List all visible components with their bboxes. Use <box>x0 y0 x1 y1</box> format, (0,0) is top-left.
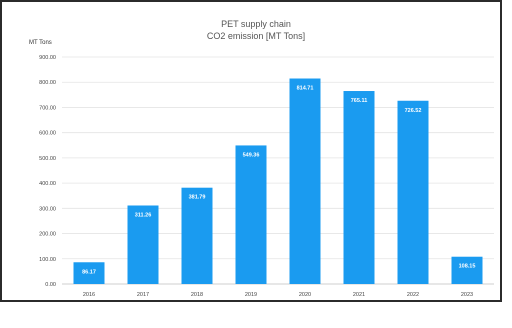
chart-title: PET supply chain <box>221 19 291 29</box>
y-tick-label: 600.00 <box>39 131 56 137</box>
bar <box>235 145 267 284</box>
y-tick-label: 700.00 <box>39 105 56 111</box>
y-tick-label: 900.00 <box>39 55 56 61</box>
y-tick-label: 800.00 <box>39 80 56 86</box>
bar <box>181 187 213 284</box>
data-label: 381.79 <box>189 195 206 201</box>
data-label: 726.52 <box>405 108 422 114</box>
y-tick-label: 500.00 <box>39 156 56 162</box>
data-label: 108.15 <box>459 264 476 270</box>
data-label: 86.17 <box>82 269 96 275</box>
x-tick-label: 2023 <box>461 292 473 298</box>
y-axis-label: MT Tons <box>29 40 52 46</box>
x-tick-label: 2020 <box>299 292 311 298</box>
data-label: 814.71 <box>297 86 314 92</box>
bar <box>451 256 483 284</box>
chart-subtitle: CO2 emission [MT Tons] <box>206 31 306 41</box>
data-label: 311.26 <box>135 212 152 218</box>
y-tick-label: 100.00 <box>39 257 56 263</box>
x-tick-label: 2016 <box>83 292 95 298</box>
bar <box>289 78 321 285</box>
x-tick-label: 2019 <box>245 292 257 298</box>
bar <box>73 262 105 284</box>
x-tick-label: 2021 <box>353 292 365 298</box>
x-tick-label: 2017 <box>137 292 149 298</box>
x-tick-label: 2022 <box>407 292 419 298</box>
data-label: 765.11 <box>351 98 368 104</box>
x-tick-label: 2018 <box>191 292 203 298</box>
y-tick-label: 0.00 <box>45 282 56 288</box>
y-tick-label: 200.00 <box>39 232 56 238</box>
y-tick-label: 300.00 <box>39 206 56 212</box>
data-label: 549.36 <box>243 152 260 158</box>
bar <box>127 205 159 284</box>
bar <box>343 91 375 285</box>
y-tick-label: 400.00 <box>39 181 56 187</box>
bar <box>397 100 429 284</box>
